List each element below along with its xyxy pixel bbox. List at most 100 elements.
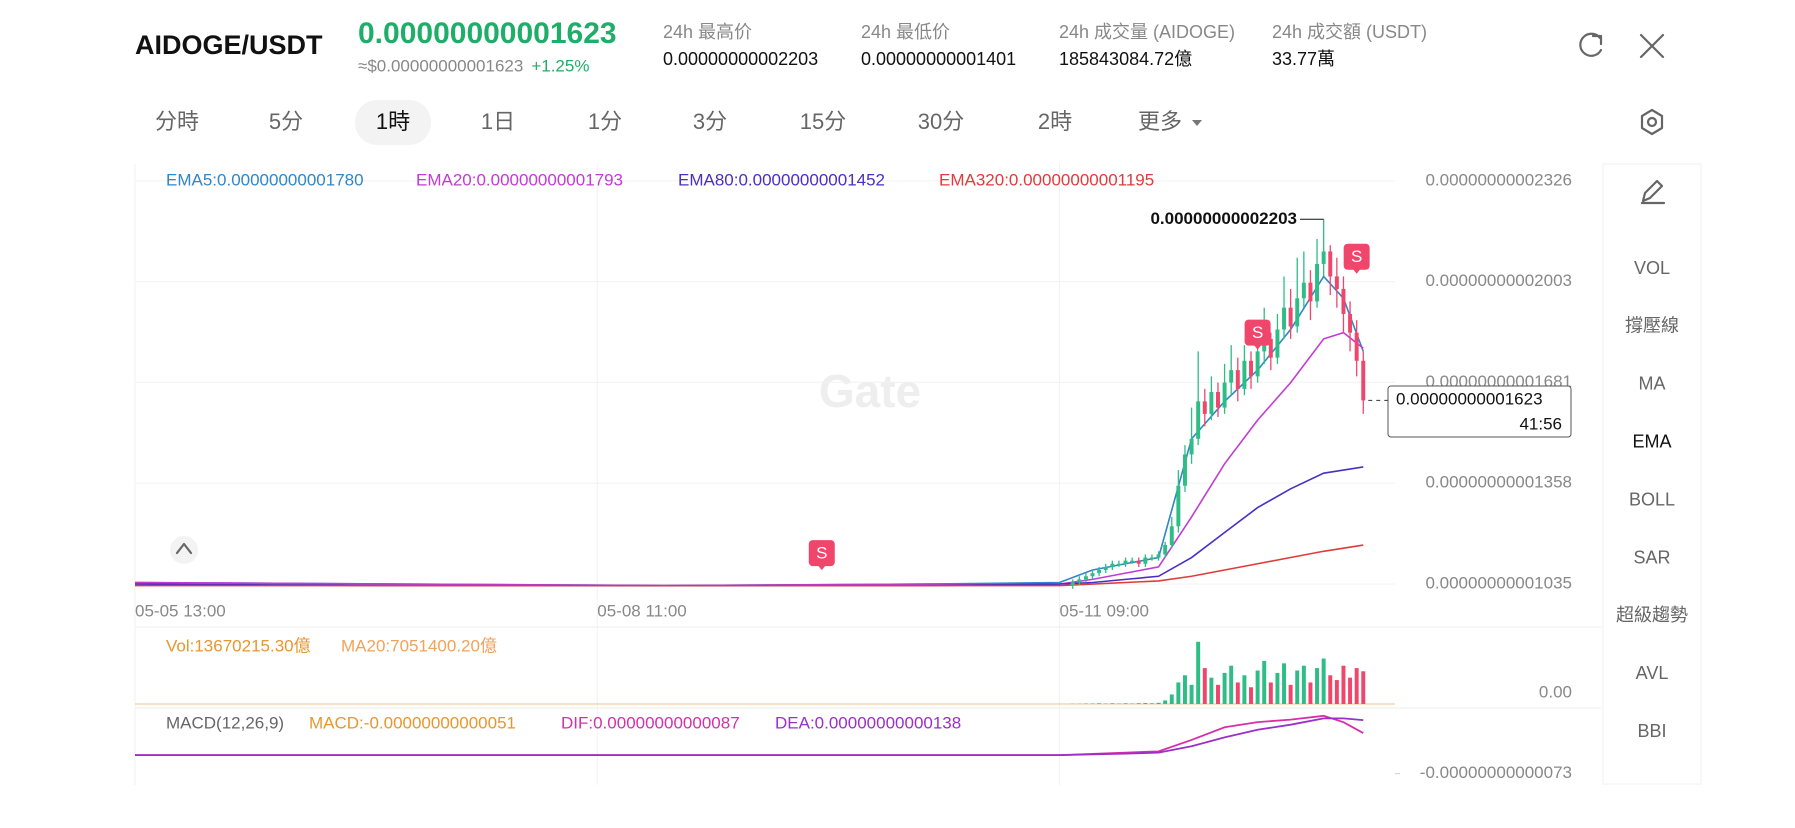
candle-body bbox=[1116, 563, 1121, 566]
volume-bar bbox=[1202, 668, 1207, 704]
volume-bar bbox=[1282, 663, 1287, 704]
stat-label: 24h 成交量 (AIDOGE) bbox=[1059, 22, 1235, 42]
indicator-item[interactable]: MA bbox=[1639, 374, 1666, 394]
volume-bar bbox=[1354, 668, 1359, 704]
chart-tool-icon[interactable] bbox=[170, 536, 198, 564]
volume-bar bbox=[1136, 703, 1141, 704]
settings-dot bbox=[1646, 116, 1658, 128]
volume-tick-label: 0.00 bbox=[1539, 682, 1572, 701]
indicator-item[interactable]: BBI bbox=[1637, 721, 1666, 741]
candle-body bbox=[1130, 560, 1135, 563]
candle-body bbox=[1348, 313, 1353, 333]
close-button[interactable] bbox=[1639, 33, 1665, 59]
volume-bar bbox=[1222, 672, 1227, 704]
candle-body bbox=[1176, 485, 1181, 527]
volume-bar bbox=[1249, 687, 1253, 704]
candle-body bbox=[1189, 438, 1194, 455]
signal-marker bbox=[1343, 243, 1370, 270]
candle-body bbox=[1077, 579, 1082, 583]
ema-legend: EMA5:0.00000000001780 bbox=[166, 170, 364, 189]
ema-line bbox=[135, 544, 1364, 587]
candle-body bbox=[1097, 570, 1102, 574]
timeframe-tab[interactable]: 1分 bbox=[588, 109, 622, 134]
tool-glyph bbox=[175, 542, 193, 555]
candle-body bbox=[1090, 573, 1095, 577]
volume-bar bbox=[1156, 702, 1161, 704]
candle-body bbox=[1249, 360, 1253, 377]
x-tick-label: 05-05 13:00 bbox=[135, 601, 226, 620]
candle-body bbox=[1196, 401, 1201, 439]
volume-bar bbox=[1301, 665, 1306, 704]
indicator-item[interactable]: 超級趨勢 bbox=[1616, 605, 1688, 625]
ema-legend: EMA20:0.00000000001793 bbox=[416, 170, 623, 189]
timeframe-tab[interactable]: 更多 bbox=[1138, 109, 1182, 134]
active-tab-bg bbox=[355, 100, 431, 145]
volume-bar bbox=[1216, 684, 1220, 704]
volume-bar bbox=[1097, 703, 1102, 704]
candle-body bbox=[1242, 360, 1247, 389]
indicator-item[interactable]: BOLL bbox=[1629, 489, 1675, 509]
candle-body bbox=[1103, 566, 1108, 571]
candle-body bbox=[1222, 382, 1227, 408]
timeframe-tab[interactable]: 1時 bbox=[376, 109, 410, 134]
refresh-button[interactable] bbox=[1579, 32, 1603, 57]
timeframe-tab[interactable]: 30分 bbox=[918, 109, 964, 134]
volume-bar bbox=[1262, 660, 1267, 704]
current-price-box bbox=[1387, 385, 1572, 438]
stat-value: 0.00000000002203 bbox=[663, 49, 818, 69]
candle-body bbox=[1328, 251, 1333, 277]
draw-button[interactable] bbox=[1640, 179, 1666, 205]
volume-bar bbox=[1361, 671, 1366, 704]
volume-bar bbox=[1255, 670, 1260, 704]
candle-body bbox=[1321, 251, 1326, 264]
volume-bar bbox=[1182, 675, 1187, 704]
timeframe-tab[interactable]: 5分 bbox=[269, 109, 303, 134]
signal-label: S bbox=[816, 544, 827, 563]
volume-bar bbox=[1169, 694, 1174, 704]
volume-legend: Vol:13670215.30億 bbox=[166, 636, 311, 655]
usd-price: ≈$0.00000000001623 bbox=[358, 56, 523, 75]
volume-bar bbox=[1321, 658, 1326, 704]
countdown: 41:56 bbox=[1519, 414, 1562, 433]
volume-bar bbox=[1275, 672, 1280, 704]
current-price-label: 0.00000000001623 bbox=[1396, 389, 1543, 408]
stat-value: 0.00000000001401 bbox=[861, 49, 1016, 69]
volume-bar bbox=[1229, 665, 1234, 704]
candle-body bbox=[1334, 276, 1339, 289]
candle-body bbox=[1275, 329, 1280, 358]
candle-body bbox=[1149, 557, 1154, 560]
timeframe-tab[interactable]: 分時 bbox=[155, 109, 199, 134]
x-tick-label: 05-11 09:00 bbox=[1060, 601, 1149, 620]
settings-button[interactable] bbox=[1640, 108, 1664, 136]
volume-bar bbox=[1123, 703, 1128, 704]
volume-bar bbox=[1268, 682, 1273, 704]
macd-tick-label: -0.00000000000073 bbox=[1420, 763, 1572, 782]
candle-body bbox=[1083, 576, 1088, 580]
indicator-item[interactable]: VOL bbox=[1634, 258, 1670, 278]
timeframe-tab[interactable]: 3分 bbox=[693, 109, 727, 134]
macd-legend: DIF:0.00000000000087 bbox=[561, 713, 740, 732]
stat-label: 24h 成交額 (USDT) bbox=[1272, 22, 1427, 42]
candle-body bbox=[1255, 351, 1260, 377]
volume-bar bbox=[1348, 677, 1353, 704]
indicator-item[interactable]: SAR bbox=[1633, 547, 1670, 567]
stat-value: 185843084.72億 bbox=[1059, 49, 1192, 69]
candle-body bbox=[1354, 332, 1359, 361]
timeframe-tab[interactable]: 15分 bbox=[800, 109, 846, 134]
candle-body bbox=[1156, 554, 1161, 558]
volume-legend: MA20:7051400.20億 bbox=[341, 636, 497, 655]
indicator-item[interactable]: AVL bbox=[1636, 663, 1669, 683]
signal-label: S bbox=[1252, 323, 1263, 342]
pair: AIDOGE/USDT bbox=[135, 30, 323, 60]
x-tick-label: 05-08 11:00 bbox=[597, 601, 686, 620]
volume-bar bbox=[1196, 641, 1201, 704]
signal-pointer bbox=[1253, 344, 1262, 350]
pencil-icon bbox=[1640, 179, 1666, 205]
indicator-item[interactable]: EMA bbox=[1632, 431, 1671, 451]
indicator-item[interactable]: 撐壓線 bbox=[1625, 316, 1679, 336]
candle-body bbox=[1295, 298, 1300, 327]
candle-body bbox=[1308, 282, 1313, 302]
timeframe-tab[interactable]: 1日 bbox=[481, 109, 515, 134]
candle-body bbox=[1229, 370, 1234, 383]
timeframe-tab[interactable]: 2時 bbox=[1038, 109, 1072, 134]
